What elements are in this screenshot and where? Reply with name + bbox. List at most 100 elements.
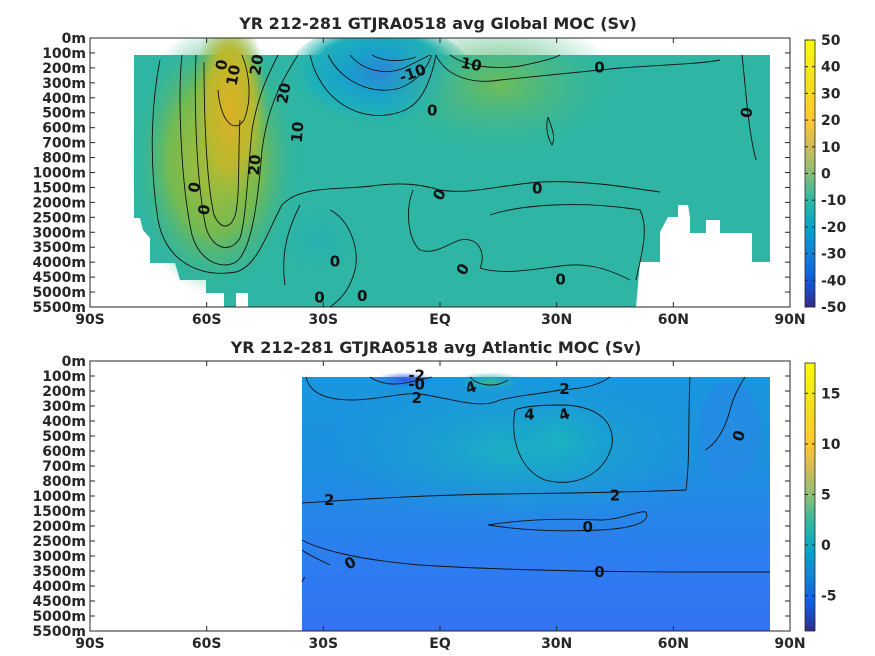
global-y-tick-label: 200m bbox=[42, 61, 86, 77]
atlantic-x-tick-label: 30S bbox=[309, 636, 339, 652]
global-y-tick-label: 600m bbox=[42, 121, 86, 137]
global-x-tick-label: 60N bbox=[658, 312, 689, 328]
atlantic-y-tick-label: 3500m bbox=[32, 564, 86, 580]
atlantic-contour-label: 4 bbox=[524, 406, 534, 424]
global-y-tick-label: 3000m bbox=[32, 225, 86, 241]
global-x-tick-label: 30S bbox=[309, 312, 339, 328]
global-y-tick-label: 0m bbox=[62, 31, 86, 47]
atlantic-moc-y-ticks: 0m100m200m300m400m500m600m700m800m1000m1… bbox=[32, 354, 790, 640]
global-contour-label: 20 bbox=[245, 154, 265, 176]
global-y-tick-label: 4000m bbox=[32, 255, 86, 271]
atlantic-y-tick-label: 5500m bbox=[32, 624, 86, 640]
atlantic-moc-field bbox=[302, 372, 770, 631]
atlantic-y-tick-label: 2500m bbox=[32, 534, 86, 550]
atlantic-contour-label: 2 bbox=[411, 389, 421, 407]
global-contour-label: 10 bbox=[459, 54, 483, 75]
global-contour-label: 10 bbox=[288, 121, 308, 143]
atlantic-moc-contours bbox=[301, 376, 770, 583]
atlantic-y-tick-label: 600m bbox=[42, 444, 86, 460]
global-colorbar-tick-label: -20 bbox=[821, 220, 847, 236]
atlantic-contour-label: -2 bbox=[408, 367, 425, 385]
global-x-tick-label: EQ bbox=[429, 312, 451, 328]
global-contour-label: 0 bbox=[532, 179, 542, 197]
global-y-tick-label: 5500m bbox=[32, 300, 86, 316]
global-contour-label: 0 bbox=[314, 289, 324, 307]
global-colorbar-tick-label: -40 bbox=[821, 273, 847, 289]
atlantic-colorbar-tick-label: 5 bbox=[821, 487, 831, 503]
atlantic-y-tick-label: 100m bbox=[42, 369, 86, 385]
global-contour-label: 10 bbox=[223, 63, 244, 87]
global-moc-colorbar-ticks: 50 40 30 20 10 0 -10 -20 -30 -40 -50 bbox=[805, 33, 847, 316]
atlantic-y-tick-label: 300m bbox=[42, 399, 86, 415]
global-contour-label: 0 bbox=[330, 253, 340, 271]
global-y-tick-label: 700m bbox=[42, 136, 86, 152]
atlantic-subpolar bbox=[700, 380, 760, 480]
atlantic-moc-title: YR 212-281 GTJRA0518 avg Atlantic MOC (S… bbox=[230, 338, 642, 357]
global-nh-positive-cell bbox=[380, 38, 620, 155]
atlantic-y-tick-label: 200m bbox=[42, 384, 86, 400]
atlantic-moc-x-ticks: 90S 60S 30S EQ 30N 60N 90N bbox=[75, 361, 806, 652]
atlantic-contour-label: 2 bbox=[559, 380, 569, 398]
global-contour-label: 0 bbox=[427, 102, 437, 120]
global-contour-label: 0 bbox=[737, 106, 757, 119]
atlantic-y-tick-label: 400m bbox=[42, 414, 86, 430]
global-colorbar-tick-label: 30 bbox=[821, 86, 841, 102]
atlantic-x-tick-label: 90S bbox=[75, 636, 105, 652]
atlantic-colorbar-tick-label: 0 bbox=[821, 538, 831, 554]
global-y-tick-label: 2500m bbox=[32, 210, 86, 226]
global-x-tick-label: 60S bbox=[192, 312, 222, 328]
global-y-tick-label: 800m bbox=[42, 151, 86, 167]
global-y-tick-label: 1000m bbox=[32, 166, 86, 182]
atlantic-colorbar-tick-label: 10 bbox=[821, 437, 841, 453]
global-y-tick-label: 100m bbox=[42, 46, 86, 62]
atlantic-y-tick-label: 4000m bbox=[32, 579, 86, 595]
global-contour-label: 0 bbox=[555, 271, 565, 289]
global-moc-y-ticks: 0m100m200m300m400m500m600m700m800m1000m1… bbox=[32, 31, 790, 316]
global-y-tick-label: 4500m bbox=[32, 270, 86, 286]
atlantic-y-tick-label: 700m bbox=[42, 459, 86, 475]
global-y-tick-label: 500m bbox=[42, 106, 86, 122]
panel-global-moc: YR 212-281 GTJRA0518 avg Global MOC (Sv) bbox=[32, 14, 847, 328]
atlantic-x-tick-label: 90N bbox=[774, 636, 805, 652]
atlantic-x-tick-label: EQ bbox=[429, 636, 451, 652]
global-colorbar-tick-label: 50 bbox=[821, 33, 841, 49]
global-colorbar-tick-label: 40 bbox=[821, 60, 841, 76]
global-contour-label: 0 bbox=[594, 58, 604, 76]
global-moc-contours bbox=[151, 54, 757, 307]
global-y-tick-label: 3500m bbox=[32, 240, 86, 256]
global-x-tick-label: 90N bbox=[774, 312, 805, 328]
global-y-tick-label: 5000m bbox=[32, 285, 86, 301]
global-contour-label: 0 bbox=[194, 203, 214, 216]
atlantic-x-tick-label: 30N bbox=[541, 636, 572, 652]
global-colorbar-tick-label: 20 bbox=[821, 113, 841, 129]
atlantic-y-tick-label: 5000m bbox=[32, 609, 86, 625]
atlantic-y-tick-label: 1500m bbox=[32, 504, 86, 520]
atlantic-x-tick-label: 60S bbox=[192, 636, 222, 652]
atlantic-contour-label: 0 bbox=[583, 518, 593, 536]
global-moc-title: YR 212-281 GTJRA0518 avg Global MOC (Sv) bbox=[238, 14, 637, 33]
global-colorbar-tick-label: -30 bbox=[821, 247, 847, 263]
global-x-tick-label: 30N bbox=[541, 312, 572, 328]
global-contour-label: 20 bbox=[273, 81, 294, 105]
atlantic-contour-label: 0 bbox=[594, 563, 604, 581]
atlantic-y-tick-label: 4500m bbox=[32, 594, 86, 610]
global-y-tick-label: 1500m bbox=[32, 180, 86, 196]
global-x-tick-label: 90S bbox=[75, 312, 105, 328]
atlantic-moc-colorbar-ticks: 15 10 5 0 -5 bbox=[805, 386, 841, 605]
global-y-tick-label: 300m bbox=[42, 76, 86, 92]
atlantic-surface-positive bbox=[455, 372, 525, 392]
atlantic-contour-label: -0 bbox=[408, 376, 425, 394]
global-colorbar-tick-label: 0 bbox=[821, 167, 831, 183]
atlantic-y-tick-label: 3000m bbox=[32, 549, 86, 565]
global-contour-label: 0 bbox=[357, 287, 367, 305]
global-moc-x-ticks: 90S 60S 30S EQ 30N 60N 90N bbox=[75, 38, 806, 328]
atlantic-y-tick-label: 500m bbox=[42, 429, 86, 445]
atlantic-moc-colorbar bbox=[804, 362, 816, 632]
global-contour-label: 20 bbox=[246, 53, 267, 77]
global-moc-field bbox=[130, 38, 770, 307]
atlantic-y-tick-label: 2000m bbox=[32, 519, 86, 535]
atlantic-x-tick-label: 60N bbox=[658, 636, 689, 652]
global-contour-label: 0 bbox=[185, 181, 205, 194]
